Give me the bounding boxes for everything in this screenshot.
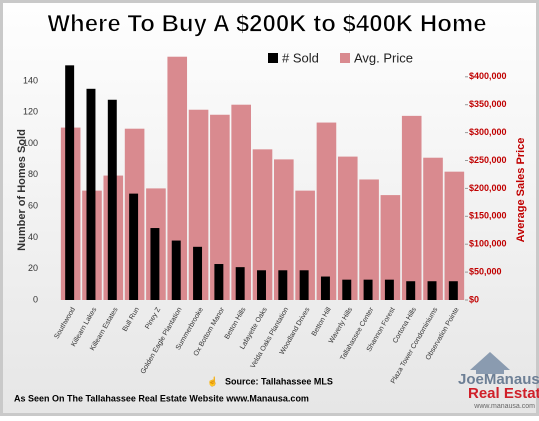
bar bbox=[384, 279, 394, 300]
bar bbox=[448, 281, 458, 300]
bar bbox=[363, 279, 373, 300]
y-tick-label: 40 bbox=[28, 232, 38, 242]
bar bbox=[171, 240, 181, 300]
bar bbox=[444, 171, 465, 300]
y2-tick-label: $200,000 bbox=[469, 183, 507, 193]
bar bbox=[316, 122, 337, 300]
logo-house bbox=[470, 352, 510, 370]
y2-tick-label: $250,000 bbox=[469, 155, 507, 165]
legend-swatch bbox=[340, 53, 350, 63]
bar bbox=[150, 228, 160, 300]
y2-tick-label: $150,000 bbox=[469, 211, 507, 221]
bar bbox=[107, 99, 117, 300]
bar bbox=[401, 115, 422, 300]
bar bbox=[86, 88, 96, 300]
y-tick-label: 0 bbox=[33, 294, 38, 304]
bar bbox=[252, 149, 273, 300]
y2-tick-label: $300,000 bbox=[469, 127, 507, 137]
logo-house-body bbox=[476, 366, 504, 374]
bar bbox=[129, 193, 139, 300]
legend-label: Avg. Price bbox=[354, 50, 413, 65]
bar bbox=[193, 246, 203, 300]
logo-url: www.manausa.com bbox=[473, 403, 535, 410]
bar bbox=[231, 104, 251, 301]
bar bbox=[65, 65, 75, 300]
y2-tick-label: $350,000 bbox=[469, 99, 507, 109]
source-icon: ☝ bbox=[207, 375, 218, 387]
y-axis-label: Number of Homes Sold bbox=[16, 129, 28, 251]
y-tick-label: 140 bbox=[23, 75, 38, 85]
logo-name: JoeManausa bbox=[458, 371, 539, 388]
bar bbox=[337, 156, 358, 300]
bar bbox=[278, 270, 288, 300]
y2-tick-label: $50,000 bbox=[469, 266, 502, 276]
logo-tagline: Real Estate bbox=[468, 385, 539, 402]
bar bbox=[274, 159, 294, 300]
bar bbox=[320, 276, 330, 300]
y-tick-label: 20 bbox=[28, 263, 38, 273]
y-tick-label: 60 bbox=[28, 201, 38, 211]
y-tick-label: 120 bbox=[23, 107, 38, 117]
bar bbox=[380, 195, 401, 300]
source: Source: Tallahassee MLS bbox=[225, 376, 333, 386]
legend-label: # Sold bbox=[282, 50, 319, 65]
legend-swatch bbox=[268, 53, 278, 63]
y-tick-label: 80 bbox=[28, 169, 38, 179]
bar bbox=[427, 281, 437, 300]
y2-tick-label: $100,000 bbox=[469, 239, 507, 249]
bar bbox=[214, 264, 224, 300]
bar bbox=[235, 267, 245, 300]
logo: JoeManausa Real Estate www.manausa.com bbox=[458, 352, 539, 410]
y2-tick-label: $0 bbox=[469, 294, 479, 304]
bar bbox=[406, 281, 416, 300]
bar bbox=[210, 114, 230, 301]
chart-title: Where To Buy A $200K to $400K Home bbox=[47, 10, 486, 37]
bar bbox=[257, 270, 266, 300]
footer: As Seen On The Tallahassee Real Estate W… bbox=[14, 393, 309, 403]
bar bbox=[423, 157, 443, 300]
y2-tick-label: $400,000 bbox=[469, 71, 507, 81]
y2-axis-label: Average Sales Price bbox=[515, 138, 527, 243]
y-tick-label: 100 bbox=[23, 138, 38, 148]
bar bbox=[342, 279, 352, 300]
bar bbox=[299, 270, 309, 300]
bar bbox=[167, 56, 188, 300]
bar bbox=[359, 179, 379, 300]
